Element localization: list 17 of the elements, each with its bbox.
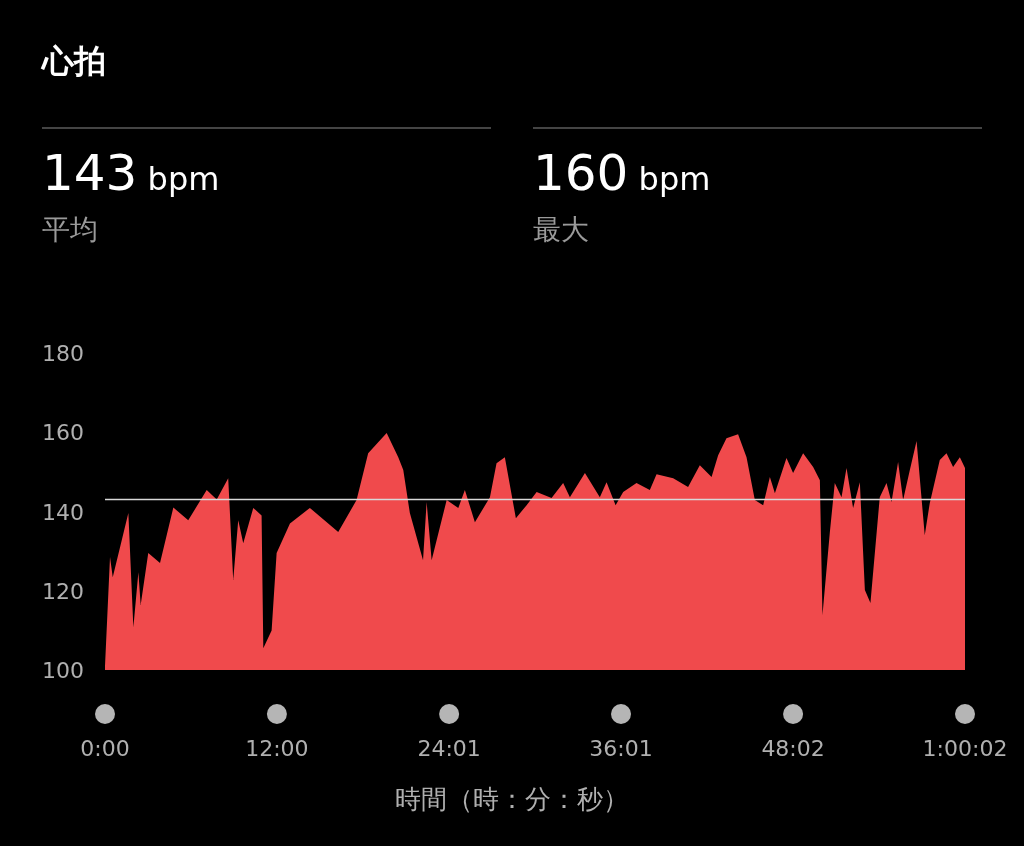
x-tick-label: 24:01 [417, 736, 481, 761]
x-tick-label: 12:00 [245, 736, 309, 761]
chart-title: 心拍 [42, 41, 106, 82]
y-tick-label: 140 [42, 499, 84, 525]
text: 160 bpm [533, 143, 712, 204]
text: 平均 [42, 212, 99, 248]
y-tick-label: 120 [42, 578, 84, 604]
y-tick-label: 100 [42, 658, 84, 683]
x-axis-title: 時間（時：分：秒） [394, 783, 630, 816]
y-tick-label: 180 [42, 341, 84, 366]
x-tick-label: 0:00 [80, 736, 130, 761]
x-tick-label: 36:01 [589, 736, 653, 761]
y-tick-label: 160 [42, 420, 84, 446]
text: 143 bpm [42, 143, 221, 204]
x-tick-label: 1:00:02 [922, 736, 1008, 761]
text: 最大 [533, 212, 590, 248]
x-tick-label: 48:02 [761, 736, 825, 761]
